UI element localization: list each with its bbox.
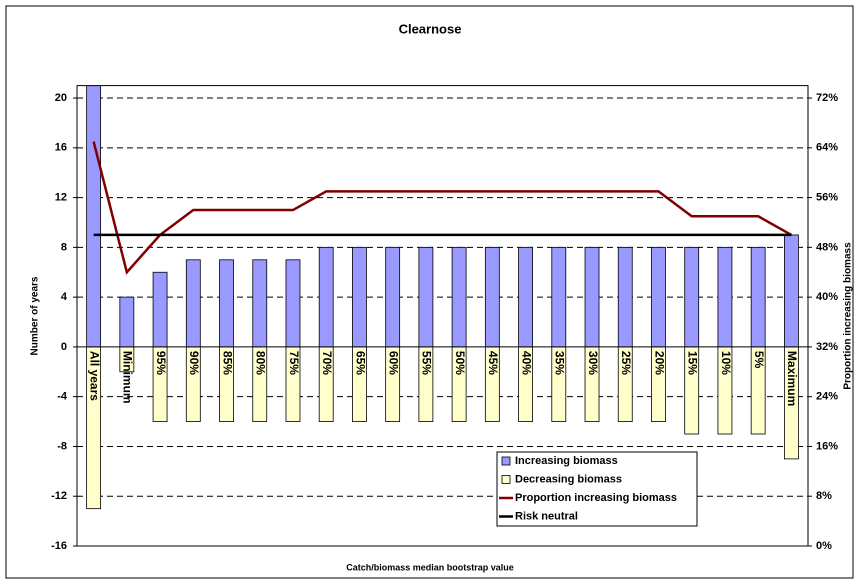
- legend-label: Increasing biomass: [515, 455, 618, 467]
- bar: [451, 246, 467, 348]
- bar: [750, 246, 766, 348]
- line: [92, 141, 792, 275]
- x-tick-label: 50%: [453, 351, 467, 375]
- x-tick-label: 25%: [619, 351, 633, 375]
- chart-title: Clearnose: [399, 21, 462, 36]
- y2-tick-label: 64%: [816, 142, 838, 154]
- bar: [717, 246, 733, 348]
- bar: [152, 271, 168, 348]
- y-tick-label: 20: [55, 92, 67, 104]
- y2-tick-label: 56%: [816, 191, 838, 203]
- legend-box: [496, 451, 698, 527]
- bar: [285, 259, 301, 348]
- x-tick-label: 65%: [353, 351, 367, 375]
- bar: [418, 246, 434, 348]
- legend-swatch: [501, 475, 511, 484]
- y-tick-label: -12: [51, 490, 67, 502]
- y-tick-label: 0: [61, 341, 67, 353]
- x-tick-label: 70%: [320, 351, 334, 375]
- x-tick-label: 45%: [486, 351, 500, 375]
- y2-tick-label: 8%: [816, 490, 832, 502]
- x-tick-label: Minimum: [121, 351, 135, 404]
- legend-label: Proportion increasing biomass: [515, 492, 677, 504]
- legend-swatch: [501, 456, 511, 466]
- y-tick-label: 8: [61, 241, 67, 253]
- y2-tick-label: 48%: [816, 241, 838, 253]
- y2-tick-label: 40%: [816, 291, 838, 303]
- legend-label: Decreasing biomass: [515, 473, 622, 485]
- y-tick-label: -16: [51, 540, 67, 552]
- bar: [551, 246, 567, 348]
- y-axis-title: Number of years: [30, 276, 41, 355]
- bar: [219, 259, 234, 348]
- legend-label: Risk neutral: [515, 510, 578, 522]
- x-tick-label: 85%: [220, 351, 234, 375]
- x-tick-label: 90%: [187, 351, 201, 375]
- bar: [484, 246, 500, 348]
- y-tick-label: -4: [57, 391, 68, 403]
- x-tick-label: 5%: [752, 351, 766, 369]
- x-tick-label: 55%: [420, 351, 434, 375]
- x-tick-label: 40%: [519, 351, 533, 375]
- y2-tick-label: 16%: [816, 440, 838, 452]
- y2-tick-label: 72%: [816, 92, 838, 104]
- x-tick-label: 80%: [254, 351, 268, 375]
- plot-border: [76, 85, 809, 547]
- bar: [318, 246, 334, 348]
- y2-tick-label: 32%: [816, 341, 838, 353]
- y2-axis-title: Proportion increasing biomass: [843, 242, 854, 390]
- bar: [783, 234, 799, 348]
- bar: [252, 259, 268, 348]
- x-tick-label: 60%: [386, 351, 400, 375]
- x-tick-label: 75%: [287, 351, 301, 375]
- bar: [518, 246, 533, 348]
- x-tick-label: 15%: [686, 351, 700, 375]
- x-tick-label: 35%: [553, 351, 567, 375]
- bar: [119, 296, 135, 348]
- bar: [86, 85, 102, 348]
- bar: [385, 246, 401, 348]
- x-tick-label: All years: [87, 351, 101, 401]
- x-axis-title: Catch/biomass median bootstrap value: [346, 562, 514, 572]
- x-tick-label: 95%: [154, 351, 168, 375]
- y-tick-label: -8: [57, 440, 67, 452]
- bar: [651, 246, 666, 348]
- bar: [185, 259, 201, 348]
- bar: [584, 246, 600, 348]
- bar: [352, 246, 367, 348]
- x-tick-label: Maximum: [785, 351, 799, 406]
- y-tick-label: 16: [55, 142, 67, 154]
- bar: [617, 246, 633, 348]
- y2-tick-label: 24%: [816, 391, 838, 403]
- y2-tick-label: 0%: [816, 540, 832, 552]
- x-tick-label: 10%: [719, 351, 733, 375]
- y-tick-label: 12: [55, 191, 67, 203]
- bar: [684, 246, 700, 348]
- x-tick-label: 20%: [652, 351, 666, 375]
- y-tick-label: 4: [61, 291, 68, 303]
- x-tick-label: 30%: [586, 351, 600, 375]
